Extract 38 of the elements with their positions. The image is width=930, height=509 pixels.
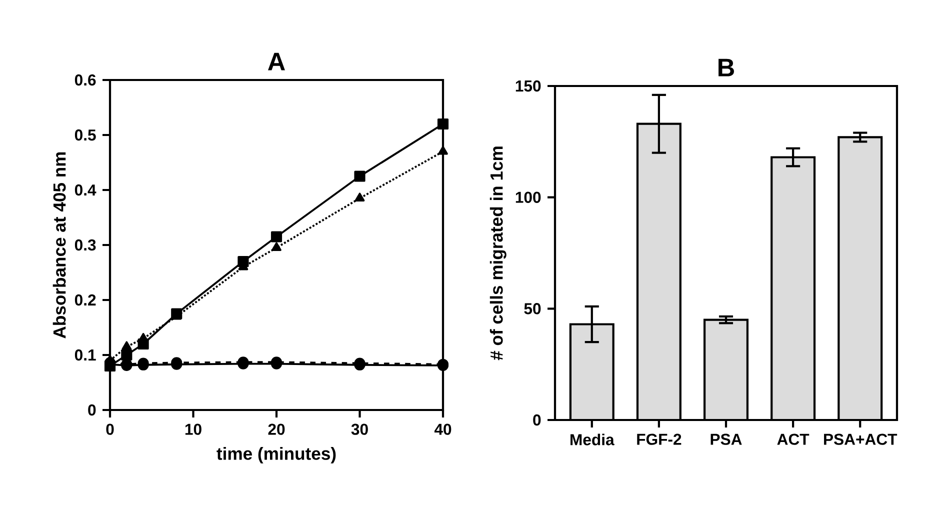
y-tick-label: 0.4 xyxy=(74,184,96,196)
y-tick-label: 0.5 xyxy=(74,129,96,141)
y-tick-label: 0 xyxy=(533,414,541,426)
x-tick-label: PSA xyxy=(710,434,742,445)
y-tick-label: 150 xyxy=(516,80,541,92)
y-axis-title: # of cells migrated in 1cm xyxy=(490,146,506,360)
chart-title: A xyxy=(268,52,285,70)
y-tick-label: 50 xyxy=(524,303,541,314)
y-tick-label: 0 xyxy=(88,404,96,416)
y-tick-label: 0.6 xyxy=(74,74,96,86)
y-tick-label: 0.1 xyxy=(74,349,96,361)
x-tick-label: 10 xyxy=(185,424,202,435)
point xyxy=(272,242,282,252)
x-tick-label: PSA+ACT xyxy=(824,434,898,445)
y-tick-label: 0.2 xyxy=(74,294,96,306)
x-tick-label: 20 xyxy=(268,424,285,435)
x-tick-label: Media xyxy=(570,434,614,446)
point xyxy=(354,192,365,202)
bar xyxy=(772,157,815,420)
x-axis-title: time (minutes) xyxy=(216,446,336,464)
bar xyxy=(637,124,680,420)
x-tick-label: ACT xyxy=(777,434,810,445)
y-tick-label: 100 xyxy=(516,192,541,203)
y-axis-title: Absorbance at 405 nm xyxy=(52,152,66,338)
x-tick-label: 40 xyxy=(434,424,452,435)
x-tick-label: FGF-2 xyxy=(637,434,682,445)
point xyxy=(121,349,132,361)
point xyxy=(438,146,448,155)
bar xyxy=(570,324,614,420)
x-tick-label: 0 xyxy=(106,424,114,435)
point xyxy=(437,118,449,130)
chart-title: B xyxy=(718,58,734,76)
point xyxy=(354,170,366,182)
point xyxy=(122,341,132,350)
bar xyxy=(704,320,748,420)
point xyxy=(270,231,282,242)
x-tick-label: 30 xyxy=(351,424,368,435)
y-tick-label: 0.3 xyxy=(74,239,96,251)
